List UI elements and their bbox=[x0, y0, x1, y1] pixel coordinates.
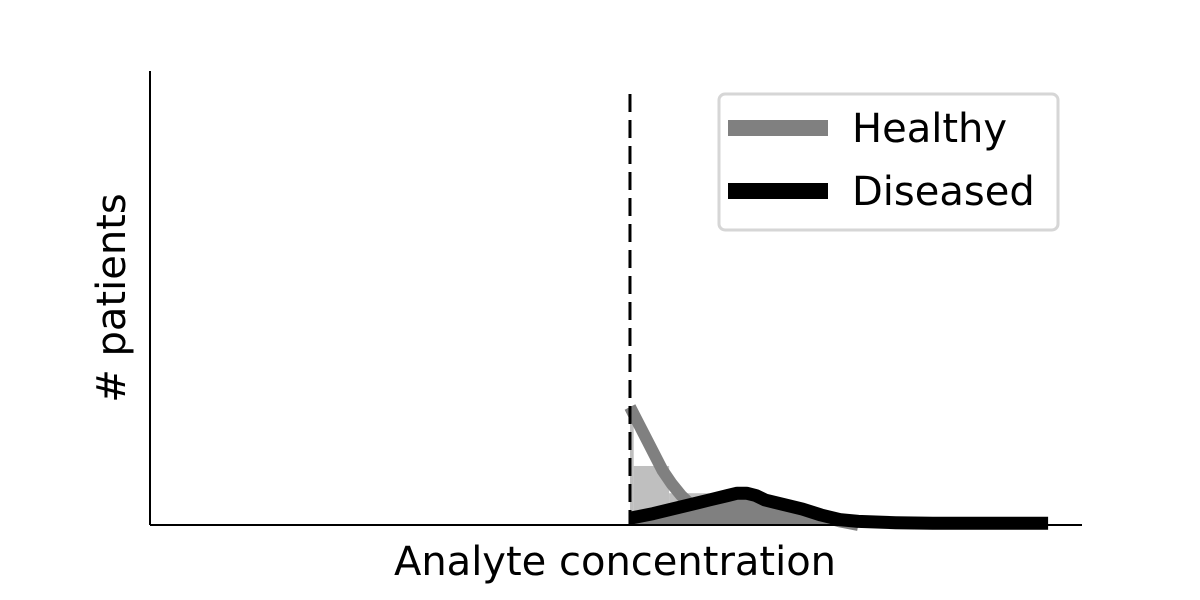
series-line-diseased bbox=[628, 486, 1049, 530]
overlap-area bbox=[629, 498, 858, 525]
histogram-bar-0 bbox=[629, 406, 634, 525]
plot-area bbox=[624, 94, 1049, 531]
legend-label-healthy: Healthy bbox=[852, 106, 1007, 152]
legend-label-diseased: Diseased bbox=[852, 169, 1035, 215]
y-axis-label: # patients bbox=[89, 193, 135, 402]
x-axis-label: Analyte concentration bbox=[394, 539, 836, 585]
legend: Healthy Diseased bbox=[717, 92, 1060, 232]
